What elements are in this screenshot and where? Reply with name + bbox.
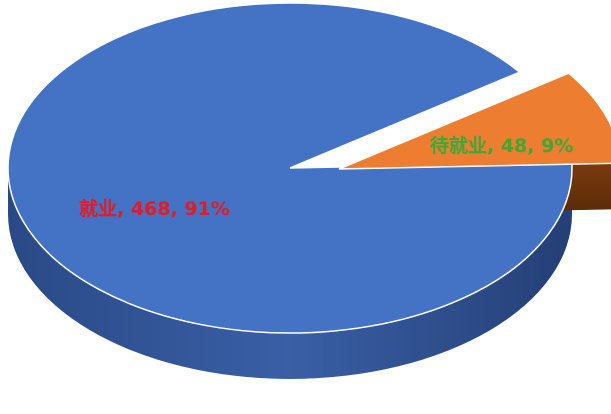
data-label: 就业, 468, 91%	[79, 197, 230, 220]
data-label: 待就业, 48, 9%	[430, 134, 573, 157]
pie-slice-side	[8, 168, 572, 379]
pie-slice	[7, 2, 573, 334]
pie-slice	[338, 72, 611, 170]
